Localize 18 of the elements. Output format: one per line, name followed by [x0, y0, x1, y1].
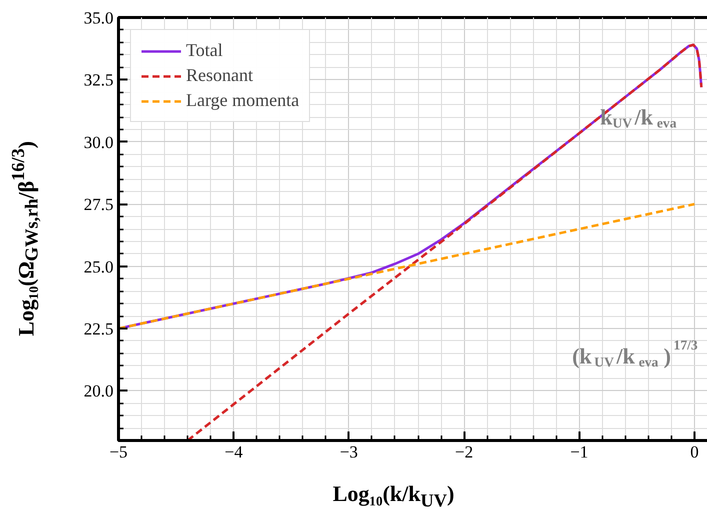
line-series: [186, 44, 703, 440]
x-tick-label: −5: [109, 442, 128, 462]
legend-label: Resonant: [186, 65, 253, 86]
x-tick-label: −4: [224, 442, 244, 462]
y-tick-label: 32.5: [84, 70, 114, 90]
y-tick-label: 22.5: [84, 320, 114, 339]
legend-label: Total: [186, 40, 223, 61]
y-tick-label: 30.0: [84, 132, 114, 152]
x-tick-label: −1: [570, 442, 588, 462]
x-axis-title: Log₁₀(k/k$_{UV}$): [332, 480, 454, 512]
x-tick-label: −3: [340, 442, 358, 462]
y-tick-label: 27.5: [84, 195, 114, 214]
x-tick-label: −2: [455, 442, 474, 462]
y-tick-label: 35.0: [84, 8, 114, 28]
y-tick-label: 25.0: [84, 257, 114, 276]
y-tick-label: 20.0: [84, 382, 114, 401]
legend-label: Large momenta: [186, 90, 300, 111]
x-tick-label: 0: [690, 442, 699, 462]
